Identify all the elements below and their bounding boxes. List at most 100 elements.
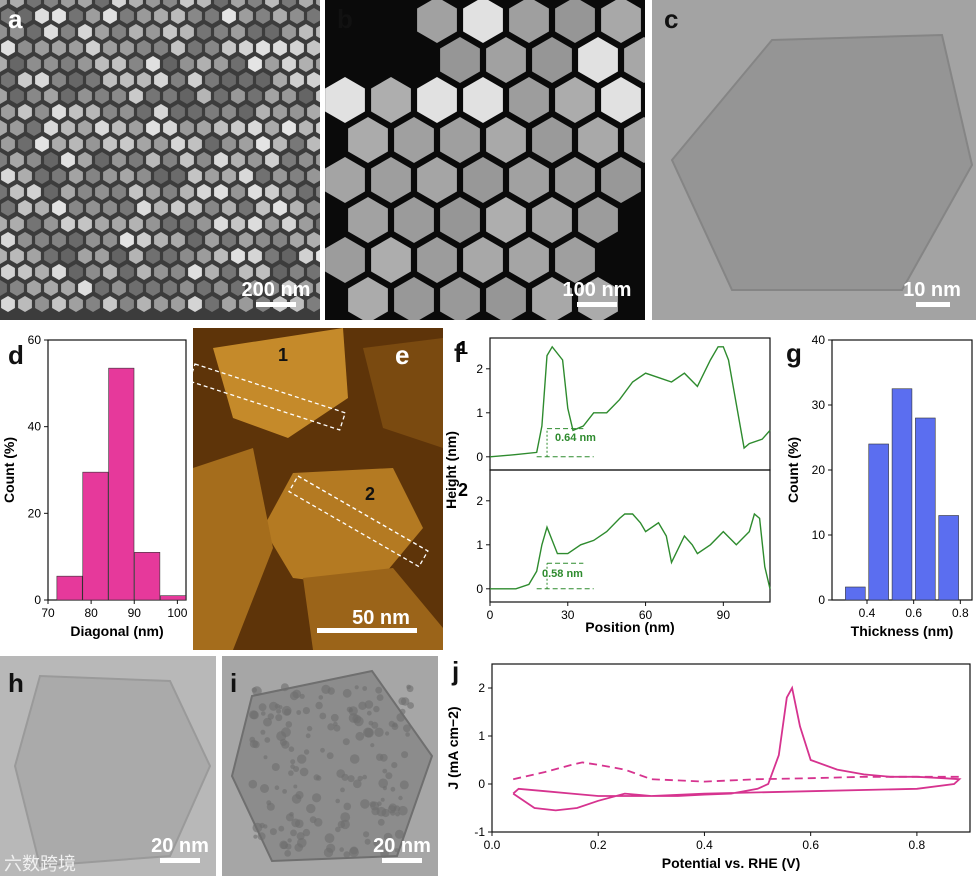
panel-c-tem-image: c 10 nm bbox=[652, 0, 976, 320]
hexagon-particles-b bbox=[325, 0, 645, 320]
annotation-0-64: 0.64 nm bbox=[555, 432, 596, 444]
bar-d-0 bbox=[56, 575, 83, 601]
scale-bar-a bbox=[256, 302, 296, 307]
x-tick-label: 0.4 bbox=[696, 838, 713, 852]
x-tick-label: 0.2 bbox=[590, 838, 607, 852]
x-tick-label: 30 bbox=[561, 608, 575, 622]
x-axis-label: Diagonal (nm) bbox=[70, 623, 163, 639]
x-tick-label: 0.4 bbox=[859, 606, 876, 620]
scale-label-h: 20 nm bbox=[151, 835, 209, 857]
bar-g-3 bbox=[915, 417, 936, 601]
scale-bar-b bbox=[577, 302, 617, 307]
y-tick-label: -1 bbox=[474, 825, 485, 839]
scale-label-b: 100 nm bbox=[562, 279, 632, 301]
axes-frame bbox=[491, 663, 971, 833]
trace-1-label: 1 bbox=[458, 338, 469, 358]
x-tick-label: 80 bbox=[84, 606, 98, 620]
y-tick-label: 2 bbox=[478, 681, 485, 695]
axes-frame-f1 bbox=[489, 469, 771, 603]
tem-hexagon-c bbox=[652, 0, 976, 320]
y-tick-label: 30 bbox=[812, 398, 826, 412]
panel-d: d 70 80 90 100 0 20 40 60 Diagonal (nm) Count (%) bbox=[0, 328, 190, 650]
x-axis-label: Potential vs. RHE (V) bbox=[662, 855, 800, 871]
y-tick-label: 60 bbox=[28, 333, 42, 347]
bar-g-2 bbox=[891, 388, 913, 601]
y-tick-label: 1 bbox=[476, 406, 483, 420]
panel-a-sem-image: a 200 nm bbox=[0, 0, 320, 320]
panel-b-sem-image: b 100 nm bbox=[325, 0, 645, 320]
y-tick-label: 40 bbox=[812, 333, 826, 347]
y-tick-label: 0 bbox=[476, 582, 483, 596]
marker-2: 2 bbox=[365, 484, 376, 504]
bar-g-0 bbox=[845, 586, 866, 601]
afm-topography-e bbox=[193, 328, 443, 650]
series-line-1 bbox=[489, 345, 771, 458]
scale-label-i: 20 nm bbox=[373, 835, 431, 857]
tem-hexagon-i bbox=[222, 656, 438, 876]
x-axis-label: Thickness (nm) bbox=[851, 623, 954, 639]
chart-d-diagonal-histogram: 70 80 90 100 0 20 40 60 Diagonal (nm) Count (%) bbox=[1, 333, 188, 639]
panel-letter-f: f bbox=[454, 338, 463, 368]
panel-letter-d: d bbox=[8, 340, 24, 370]
watermark: 六数跨境 bbox=[4, 854, 76, 874]
x-axis-label: Position (nm) bbox=[585, 619, 674, 635]
y-tick-label: 0 bbox=[818, 593, 825, 607]
marker-1: 1 bbox=[278, 345, 289, 365]
panel-i-tem-image: i 20 nm bbox=[222, 656, 438, 876]
panel-letter-j: j bbox=[452, 656, 460, 686]
scale-label-c: 10 nm bbox=[903, 279, 961, 301]
panel-letter-c: c bbox=[664, 4, 679, 34]
x-tick-label: 0.8 bbox=[909, 838, 926, 852]
scale-bar-c bbox=[916, 302, 950, 307]
panel-letter-g: g bbox=[786, 338, 802, 368]
cv-series-0 bbox=[512, 685, 962, 812]
series-line-2 bbox=[490, 512, 771, 590]
annotation-0-58: 0.58 nm bbox=[542, 568, 583, 580]
cv-series-1 bbox=[513, 761, 960, 783]
x-tick-label: 0 bbox=[487, 608, 494, 622]
y-tick-label: 0 bbox=[478, 777, 485, 791]
panel-letter-b: b bbox=[337, 4, 353, 34]
chart-g-thickness-histogram: 0.4 0.6 0.8 0 10 20 30 40 Thickness (nm) Count (%… bbox=[785, 333, 973, 639]
x-tick-label: 70 bbox=[41, 606, 55, 620]
y-tick-label: 2 bbox=[476, 494, 483, 508]
y-tick-label: 1 bbox=[476, 538, 483, 552]
y-tick-label: 2 bbox=[476, 362, 483, 376]
y-tick-label: 20 bbox=[28, 506, 42, 520]
panel-f: f 0 1 2 0 1 2 0 30 60 90 Position (nm) Height (nm) bbox=[444, 328, 774, 650]
x-tick-label: 0.6 bbox=[802, 838, 819, 852]
bar-g-1 bbox=[868, 443, 889, 601]
panel-letter-i: i bbox=[230, 668, 238, 698]
scale-label-a: 200 nm bbox=[241, 279, 311, 301]
x-tick-label: 90 bbox=[128, 606, 142, 620]
x-tick-label: 60 bbox=[639, 608, 653, 622]
panel-j: j 0.0 0.2 0.4 0.6 0.8 -1 0 1 2 Potential vs. RHE … bbox=[444, 656, 976, 876]
scale-bar-i bbox=[382, 858, 422, 863]
x-tick-label: 90 bbox=[717, 608, 731, 622]
panel-g: g 0.4 0.6 0.8 0 10 20 30 40 Thickness (nm) Count … bbox=[776, 328, 976, 650]
y-tick-label: 10 bbox=[812, 528, 826, 542]
x-tick-label: 0.8 bbox=[952, 606, 969, 620]
y-axis-label: Count (%) bbox=[1, 437, 17, 503]
y-tick-label: 1 bbox=[478, 729, 485, 743]
chart-j-cv-curve: 0.0 0.2 0.4 0.6 0.8 -1 0 1 2 Potential vs. RHE (V… bbox=[445, 663, 971, 871]
trace-2-label: 2 bbox=[458, 480, 469, 500]
panel-e-afm-image: 1 2 e 50 nm bbox=[193, 328, 443, 650]
panel-letter-h: h bbox=[8, 668, 24, 698]
y-tick-label: 40 bbox=[28, 420, 42, 434]
bar-g-4 bbox=[938, 515, 959, 601]
panel-h-tem-image: h 六数跨境 20 nm bbox=[0, 656, 216, 876]
hexagon-particles-a bbox=[0, 0, 320, 320]
y-axis-label: J (mA cm−2) bbox=[445, 706, 461, 789]
panel-letter-a: a bbox=[8, 4, 23, 34]
scale-bar-h bbox=[160, 858, 200, 863]
bar-d-4 bbox=[160, 595, 187, 601]
y-tick-label: 0 bbox=[476, 450, 483, 464]
tem-hexagon-h bbox=[0, 656, 216, 876]
scale-label-e: 50 nm bbox=[352, 607, 410, 629]
bar-d-3 bbox=[134, 552, 161, 601]
y-tick-label: 20 bbox=[812, 463, 826, 477]
x-tick-label: 100 bbox=[167, 606, 187, 620]
panel-letter-e: e bbox=[395, 340, 410, 370]
